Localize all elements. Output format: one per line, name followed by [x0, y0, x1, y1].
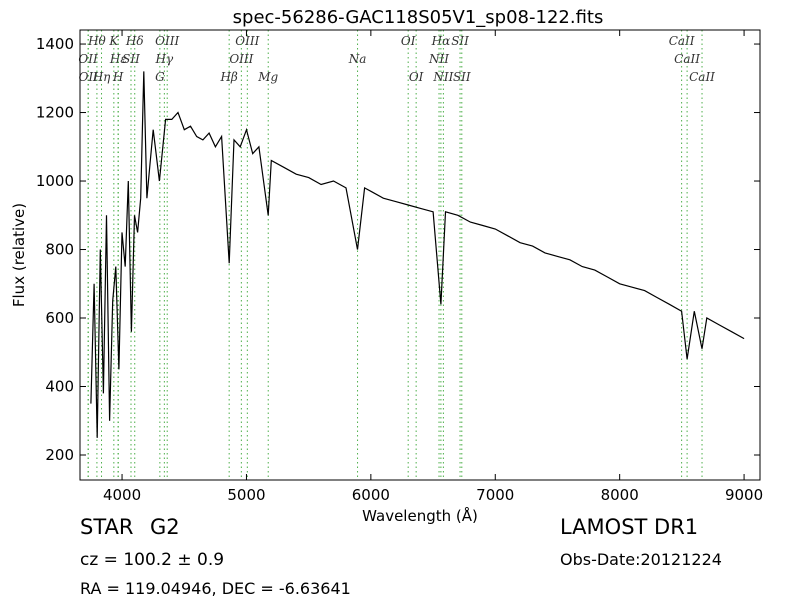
- y-tick-label: 1200: [36, 104, 74, 122]
- y-tick-label: 600: [45, 309, 74, 327]
- spectral-line-label: SII: [451, 34, 469, 48]
- y-tick-label: 200: [45, 446, 74, 464]
- redshift: cz = 100.2 ± 0.9: [80, 550, 224, 570]
- spectral-line-label: Hα: [431, 34, 451, 48]
- x-axis-label: Wavelength (Å): [362, 506, 478, 525]
- spectral-line-label: OII: [79, 70, 99, 84]
- y-tick-label: 800: [45, 241, 74, 259]
- x-tick-label: 5000: [227, 486, 265, 504]
- spectral-line-label: SII: [453, 70, 471, 84]
- y-tick-label: 1000: [36, 172, 74, 190]
- chart-title: spec-56286-GAC118S05V1_sp08-122.fits: [233, 7, 604, 28]
- spectral-line-label: Hγ: [155, 52, 174, 66]
- object-subclass: G2: [150, 515, 180, 539]
- survey: LAMOST DR1: [560, 515, 698, 539]
- spectrum-line: [90, 71, 745, 438]
- x-tick-label: 7000: [476, 486, 514, 504]
- spectral-line-label: SII: [122, 52, 140, 66]
- spectral-line-label: G: [155, 70, 165, 84]
- spectral-line-label: CaII: [689, 70, 715, 84]
- spectral-line-label: OIII: [235, 34, 259, 48]
- spectral-line-label: Hε: [109, 52, 127, 66]
- spectral-line-label: OIII: [155, 34, 179, 48]
- spectral-line-label: Hθ: [87, 34, 106, 48]
- spectral-line-label: H: [112, 70, 124, 84]
- x-tick-label: 4000: [103, 486, 141, 504]
- y-tick-label: 1400: [36, 35, 74, 53]
- spectral-line-label: Hδ: [125, 34, 144, 48]
- y-tick-label: 400: [45, 378, 74, 396]
- spectral-line-label: Mg: [257, 70, 278, 84]
- spectral-line-label: OI: [401, 34, 416, 48]
- spectral-line-label: Hβ: [219, 70, 237, 84]
- coordinates: RA = 119.04946, DEC = -6.63641: [80, 579, 351, 598]
- y-axis-label: Flux (relative): [10, 203, 28, 307]
- object-class: STAR: [80, 515, 133, 539]
- spectral-line-label: Na: [348, 52, 367, 66]
- spectral-line-label: CaII: [674, 52, 700, 66]
- spectral-line-label: OI: [409, 70, 424, 84]
- spectral-line-label: NII: [432, 70, 453, 84]
- spectral-line-label: Hη: [92, 70, 111, 84]
- spectral-line-label: CaII: [669, 34, 695, 48]
- x-tick-label: 6000: [352, 486, 390, 504]
- plot-frame: [79, 29, 761, 481]
- spectral-line-label: OIII: [229, 52, 253, 66]
- obs-date: Obs-Date:20121224: [560, 550, 722, 569]
- x-tick-label: 8000: [601, 486, 639, 504]
- spectral-line-label: OII: [78, 52, 98, 66]
- x-tick-label: 9000: [725, 486, 763, 504]
- spectral-line-label: NII: [428, 52, 449, 66]
- spectral-line-label: K: [108, 34, 119, 48]
